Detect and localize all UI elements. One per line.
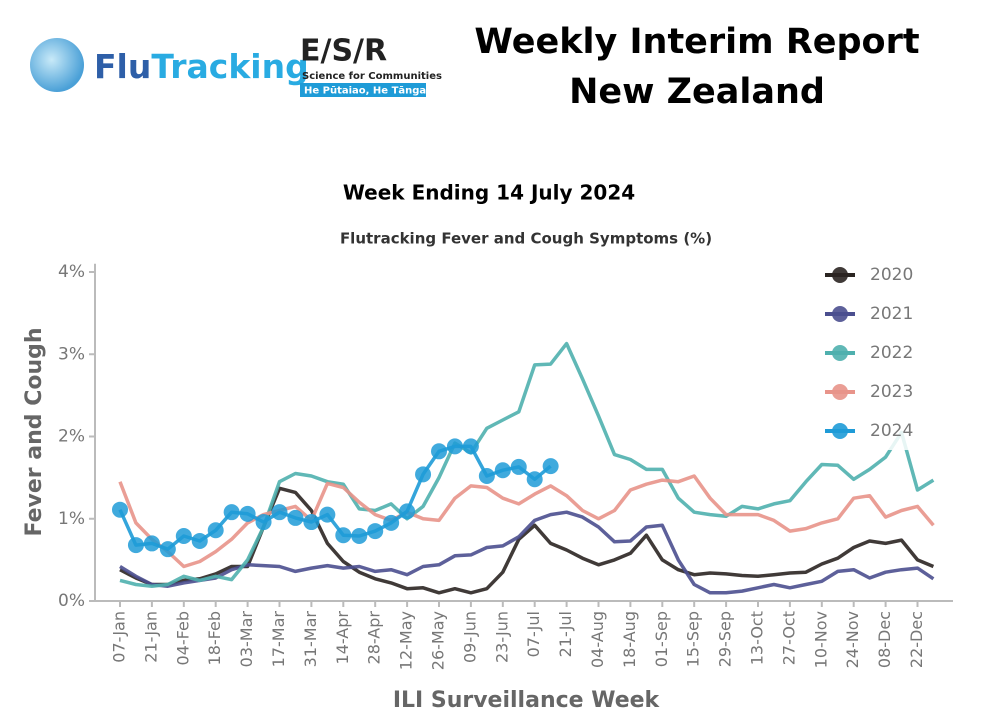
legend-marker (832, 306, 848, 322)
data-point (191, 532, 208, 549)
series-line (119, 510, 935, 595)
data-point (223, 504, 240, 521)
x-tick-label: 26-May (429, 611, 448, 670)
data-point (207, 522, 224, 539)
legend-marker (832, 345, 848, 361)
plot: 0% 1% 2% 3% 4% 07-Jan 21-Jan 04-Feb 18-Feb 03-Mar… (58, 258, 953, 670)
x-axis-label: ILI Surveillance Week (393, 688, 661, 713)
data-point (542, 458, 559, 475)
chart-title: Flutracking Fever and Cough Symptoms (%) (340, 230, 712, 248)
data-point (399, 503, 416, 520)
logo: FluTracking (94, 47, 309, 86)
y-tick-label: 3% (58, 344, 85, 364)
y-axis-label: Fever and Cough (22, 327, 47, 536)
legend-label: 2024 (870, 421, 913, 441)
x-tick-label: 17-Mar (269, 611, 288, 668)
data-point (159, 541, 176, 558)
data-point (239, 505, 256, 522)
x-tick-label: 22-Dec (907, 611, 926, 668)
x-tick-label: 04-Aug (588, 611, 607, 668)
legend-label: 2022 (870, 343, 913, 363)
x-tick-label: 23-Jun (492, 611, 511, 663)
data-point (383, 514, 400, 531)
data-point (367, 523, 384, 540)
report-title: Weekly Interim Report (474, 22, 919, 62)
data-point (431, 443, 447, 460)
x-tick-label: 04-Feb (173, 611, 192, 665)
data-point (335, 527, 352, 544)
data-point (351, 528, 368, 545)
x-tick-label: 07-Jul (524, 611, 543, 657)
report-title: New Zealand (569, 72, 825, 112)
x-tick-label: 31-Mar (301, 611, 320, 668)
data-point (319, 506, 336, 523)
series-line (118, 474, 935, 569)
data-point (510, 458, 527, 475)
data-point (112, 501, 128, 518)
x-tick-label: 09-Jun (460, 611, 479, 663)
esr-maori: He Pūtaiao, He Tāngata (304, 86, 438, 97)
data-point (255, 514, 272, 531)
x-tick-label: 24-Nov (843, 611, 862, 668)
esr-tagline: Science for Communities (302, 71, 442, 82)
x-tick-label: 15-Sep (684, 611, 703, 667)
legend-marker (832, 267, 848, 283)
data-point (287, 509, 304, 526)
globe-logo (30, 38, 84, 92)
legend-label: 2023 (870, 382, 913, 402)
data-point (303, 514, 320, 531)
x-tick-label: 18-Aug (620, 611, 639, 668)
series-line (119, 486, 935, 595)
legend-marker (832, 384, 848, 400)
y-tick-label: 0% (58, 591, 85, 611)
data-point (143, 535, 160, 552)
logo-flu: Flu (94, 47, 151, 86)
x-tick-label: 01-Sep (652, 611, 671, 667)
x-tick-label: 03-Mar (237, 611, 256, 668)
legend-label: 2021 (870, 304, 913, 324)
series-line (118, 444, 552, 551)
y-tick-label: 1% (58, 509, 85, 529)
x-tick-label: 28-Apr (365, 611, 384, 665)
data-point (478, 467, 495, 484)
data-point (446, 438, 463, 455)
x-tick-label: 10-Nov (811, 611, 830, 668)
subtitle: Week Ending 14 July 2024 (343, 181, 635, 205)
x-tick-label: 12-May (397, 611, 416, 670)
data-point (462, 438, 479, 455)
x-tick-label: 08-Dec (875, 611, 894, 668)
x-tick-label: 13-Oct (748, 611, 767, 665)
esr-band (300, 83, 426, 97)
legend-label: 2020 (870, 265, 913, 285)
data-point (526, 471, 543, 488)
x-tick-label: 07-Jan (110, 611, 129, 663)
data-point (127, 537, 144, 554)
x-tick-label: 29-Sep (716, 611, 735, 667)
legend-marker (832, 423, 848, 439)
x-tick-label: 21-Jan (141, 611, 160, 663)
x-tick-label: 18-Feb (205, 611, 224, 665)
data-point (415, 466, 432, 483)
y-tick-label: 2% (58, 427, 85, 447)
x-tick-label: 27-Oct (779, 611, 798, 665)
data-point (271, 504, 288, 521)
y-tick-label: 4% (58, 262, 85, 282)
series-line (119, 341, 935, 588)
data-point (175, 528, 192, 545)
x-tick-label: 21-Jul (556, 611, 575, 657)
logo-tracking: Tracking (151, 47, 308, 86)
x-tick-label: 14-Apr (333, 611, 352, 665)
legend: 2020 2021 2022 2023 2024 (812, 258, 942, 450)
data-point (494, 462, 511, 479)
esr-logo: E/S/R (300, 34, 387, 69)
